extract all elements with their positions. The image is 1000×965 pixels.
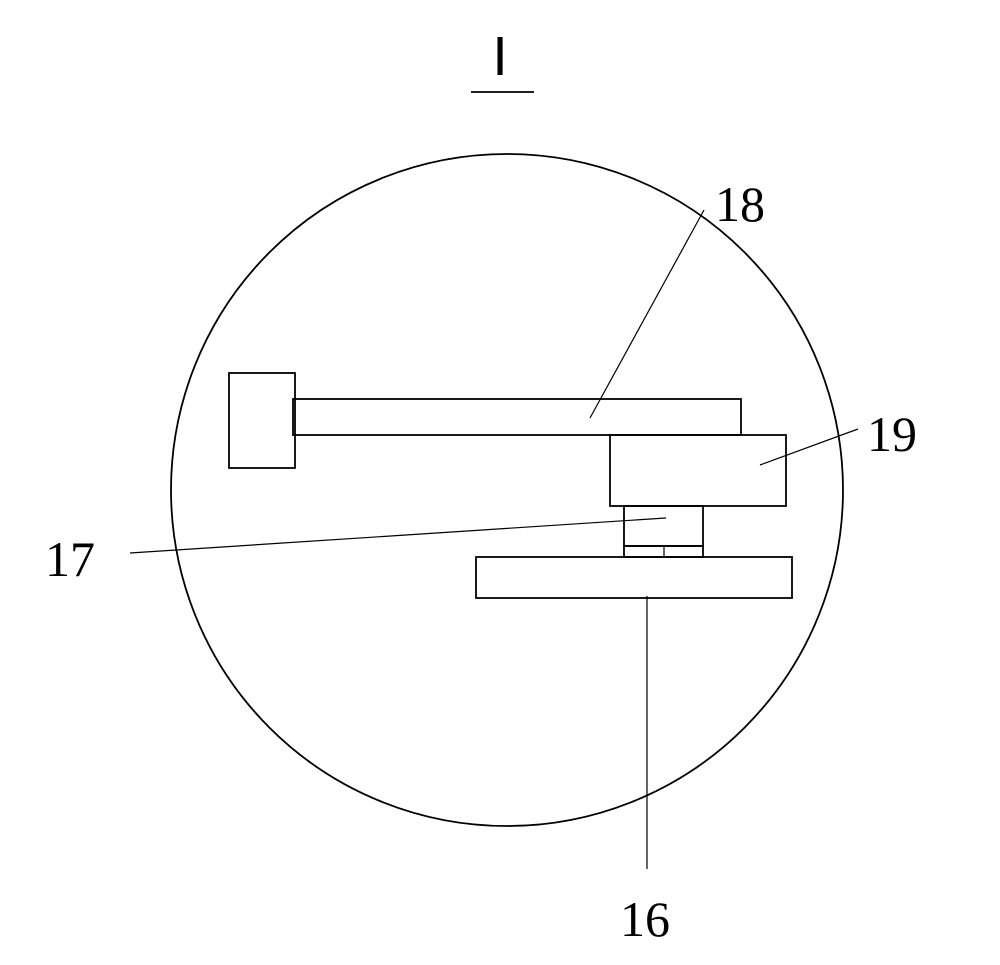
part-19-block [610,435,786,506]
part-18-bar [293,399,741,435]
label-17: 17 [45,530,95,588]
left-block [229,373,295,468]
label-19: 19 [867,405,917,463]
label-16: 16 [620,890,670,948]
detail-circle [171,154,843,826]
leader-17 [130,518,666,553]
label-18: 18 [715,175,765,233]
detail-title: Ⅰ [492,28,507,88]
part-17-upper [624,506,703,546]
leader-18 [590,210,704,418]
part-16-bar [476,557,792,598]
diagram-svg [0,0,1000,965]
